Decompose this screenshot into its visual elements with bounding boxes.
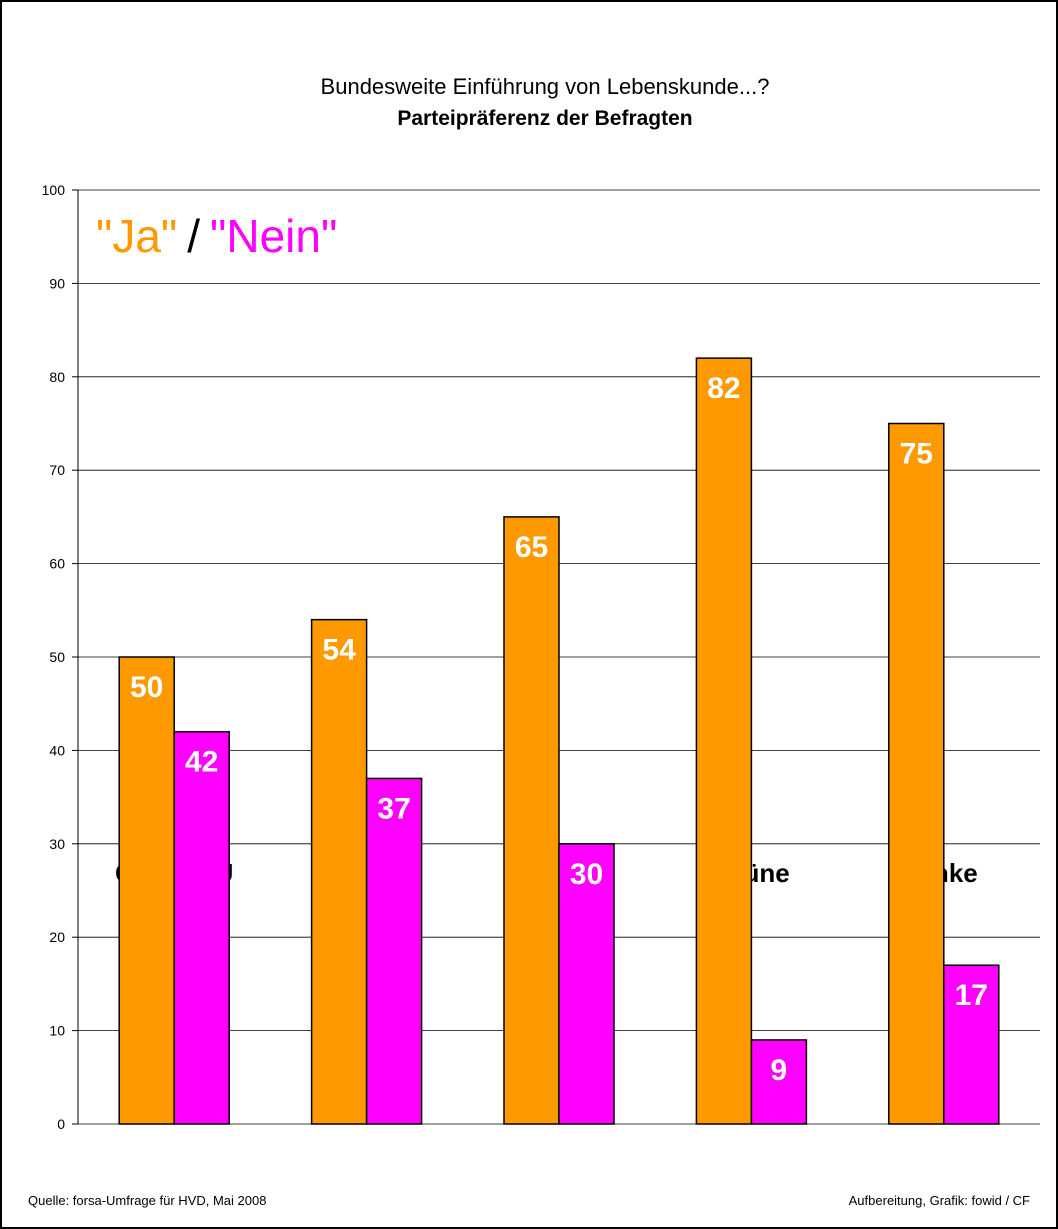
source-note: Quelle: forsa-Umfrage für HVD, Mai 2008 bbox=[28, 1193, 266, 1208]
data-label: 50 bbox=[130, 671, 163, 704]
y-tick-label: 80 bbox=[49, 369, 65, 385]
y-tick-label: 50 bbox=[49, 649, 65, 665]
data-label: 9 bbox=[771, 1054, 788, 1087]
data-label: 54 bbox=[322, 634, 356, 667]
y-tick-label: 40 bbox=[49, 742, 65, 758]
bar bbox=[310, 618, 368, 1125]
y-tick-label: 60 bbox=[49, 556, 65, 572]
y-tick-label: 100 bbox=[42, 182, 66, 198]
credit-note: Aufbereitung, Grafik: fowid / CF bbox=[849, 1193, 1030, 1208]
data-label: 82 bbox=[707, 372, 740, 405]
bar bbox=[943, 964, 1000, 1125]
legend-separator: / bbox=[187, 210, 200, 262]
data-label: 75 bbox=[900, 438, 933, 471]
bar bbox=[118, 656, 175, 1125]
data-label: 42 bbox=[185, 746, 218, 779]
data-label: 65 bbox=[515, 531, 548, 564]
y-tick-label: 90 bbox=[49, 275, 65, 291]
y-tick-label: 70 bbox=[49, 462, 65, 478]
bar bbox=[695, 357, 753, 1125]
y-tick-label: 20 bbox=[49, 929, 65, 945]
y-tick-label: 0 bbox=[57, 1116, 65, 1132]
data-label: 30 bbox=[570, 858, 603, 891]
chart-title: Bundesweite Einführung von Lebenskunde..… bbox=[321, 74, 770, 99]
data-label: 37 bbox=[377, 792, 410, 825]
bar bbox=[173, 730, 230, 1125]
bar bbox=[888, 422, 945, 1125]
bar bbox=[503, 516, 560, 1125]
legend-entry: "Ja" bbox=[96, 210, 177, 262]
legend-entry: "Nein" bbox=[210, 210, 337, 262]
y-tick-label: 30 bbox=[49, 836, 65, 852]
bar bbox=[365, 777, 423, 1125]
bar bbox=[750, 1039, 808, 1125]
chart-subtitle: Parteipräferenz der Befragten bbox=[397, 107, 692, 130]
y-tick-label: 10 bbox=[49, 1023, 65, 1039]
data-label: 17 bbox=[955, 979, 988, 1012]
bar bbox=[558, 843, 615, 1125]
legend: "Ja" / "Nein" bbox=[96, 210, 337, 262]
